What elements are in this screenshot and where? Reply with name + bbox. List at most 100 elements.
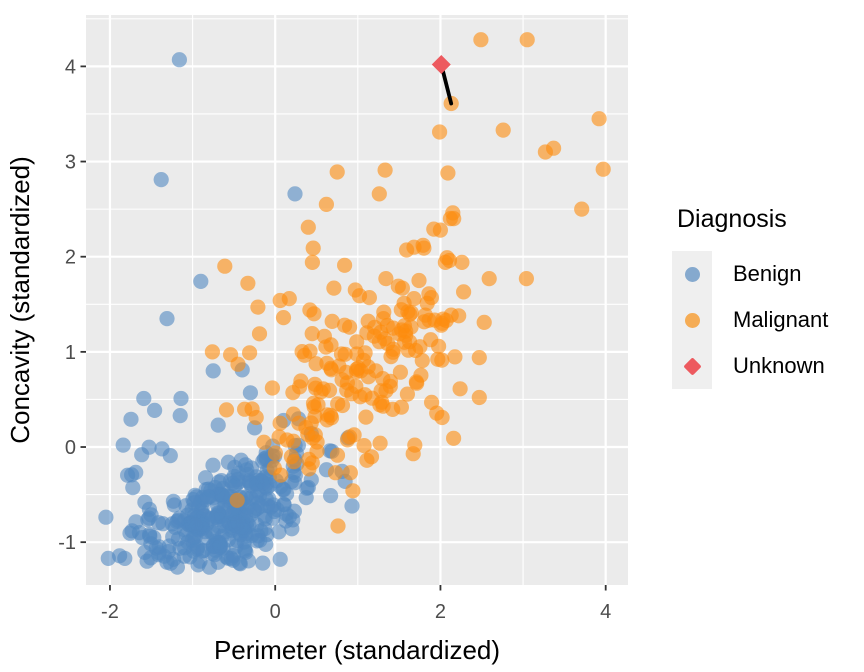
data-point bbox=[330, 518, 346, 534]
data-point bbox=[473, 32, 489, 48]
data-point bbox=[359, 452, 375, 468]
data-point bbox=[304, 254, 320, 270]
data-point bbox=[375, 371, 391, 387]
data-point bbox=[165, 493, 181, 509]
legend-label-unknown: Unknown bbox=[733, 353, 825, 378]
data-point bbox=[372, 397, 388, 413]
data-point bbox=[349, 361, 365, 377]
data-point bbox=[476, 314, 492, 330]
data-point bbox=[147, 402, 163, 418]
data-point bbox=[271, 524, 287, 540]
data-point bbox=[385, 341, 401, 357]
data-point bbox=[447, 349, 463, 365]
data-point bbox=[218, 402, 235, 418]
data-point bbox=[518, 271, 535, 287]
legend-item-benign: Benign bbox=[672, 251, 828, 297]
data-point bbox=[228, 478, 244, 494]
data-point bbox=[349, 334, 365, 350]
data-point bbox=[360, 313, 376, 329]
data-point bbox=[242, 475, 259, 491]
data-point bbox=[220, 454, 236, 470]
data-point bbox=[204, 510, 221, 526]
data-point bbox=[344, 498, 360, 514]
data-point bbox=[342, 319, 358, 335]
data-point bbox=[318, 196, 334, 212]
data-point bbox=[248, 409, 264, 426]
data-point bbox=[419, 295, 435, 311]
data-point bbox=[242, 345, 258, 361]
data-points bbox=[98, 32, 611, 575]
data-point bbox=[495, 122, 511, 138]
data-point bbox=[412, 339, 428, 355]
legend-item-malignant: Malignant bbox=[672, 297, 828, 343]
data-point bbox=[291, 415, 307, 431]
data-point bbox=[308, 356, 324, 372]
data-point bbox=[256, 434, 272, 450]
data-point bbox=[392, 364, 408, 380]
data-point bbox=[242, 385, 258, 401]
data-point bbox=[275, 310, 292, 326]
data-point bbox=[423, 332, 439, 348]
data-point bbox=[361, 290, 377, 306]
data-point bbox=[440, 165, 456, 181]
data-point bbox=[323, 488, 339, 504]
data-point bbox=[481, 271, 497, 287]
data-point bbox=[323, 410, 340, 426]
data-point bbox=[394, 280, 410, 296]
data-point bbox=[327, 465, 344, 481]
data-point bbox=[452, 381, 468, 397]
data-point bbox=[415, 237, 431, 253]
data-point bbox=[198, 470, 214, 486]
x-axis-title: Perimeter (standardized) bbox=[214, 635, 500, 665]
new-observation-diamond bbox=[431, 54, 451, 74]
data-point bbox=[134, 530, 150, 546]
data-point bbox=[446, 430, 462, 446]
data-point bbox=[98, 509, 114, 525]
legend-key-benign bbox=[672, 251, 712, 297]
data-point bbox=[217, 518, 233, 534]
data-point bbox=[204, 344, 220, 360]
y-tick-label: 0 bbox=[65, 437, 76, 459]
data-point bbox=[229, 492, 245, 508]
benign-circle-icon bbox=[684, 266, 700, 282]
data-point bbox=[213, 473, 229, 489]
data-point bbox=[286, 454, 302, 470]
data-point bbox=[348, 378, 364, 394]
data-point bbox=[301, 461, 317, 477]
data-point bbox=[451, 308, 467, 324]
data-point bbox=[399, 386, 415, 402]
data-point bbox=[300, 219, 316, 235]
data-point bbox=[281, 291, 297, 307]
data-point bbox=[171, 52, 187, 68]
y-axis-title: Concavity (standardized) bbox=[5, 156, 35, 444]
data-point bbox=[125, 480, 141, 496]
data-point bbox=[272, 551, 288, 567]
data-point bbox=[166, 551, 182, 567]
malignant-circle-icon bbox=[684, 312, 700, 328]
data-point bbox=[141, 501, 157, 517]
legend-key-unknown bbox=[672, 343, 712, 389]
data-point bbox=[193, 273, 209, 289]
data-point bbox=[159, 311, 175, 327]
data-point bbox=[300, 479, 316, 496]
data-point bbox=[432, 124, 448, 140]
data-point bbox=[356, 438, 372, 454]
y-tick-label: 4 bbox=[65, 56, 76, 78]
data-point bbox=[177, 540, 193, 556]
data-point bbox=[230, 514, 246, 531]
data-point bbox=[210, 417, 226, 433]
data-point bbox=[115, 437, 131, 453]
data-point bbox=[267, 445, 283, 461]
data-point bbox=[136, 390, 152, 407]
data-point bbox=[100, 550, 116, 567]
data-point bbox=[155, 516, 171, 532]
nearest-neighbor-annotation bbox=[431, 54, 454, 106]
data-point bbox=[128, 514, 144, 530]
legend-rows: Benign Malignant Unknown bbox=[672, 251, 828, 389]
data-point bbox=[471, 389, 487, 406]
legend-title: Diagnosis bbox=[677, 205, 787, 233]
data-point bbox=[321, 382, 338, 398]
data-point bbox=[255, 555, 271, 571]
data-point bbox=[519, 32, 535, 48]
data-point bbox=[285, 512, 301, 528]
